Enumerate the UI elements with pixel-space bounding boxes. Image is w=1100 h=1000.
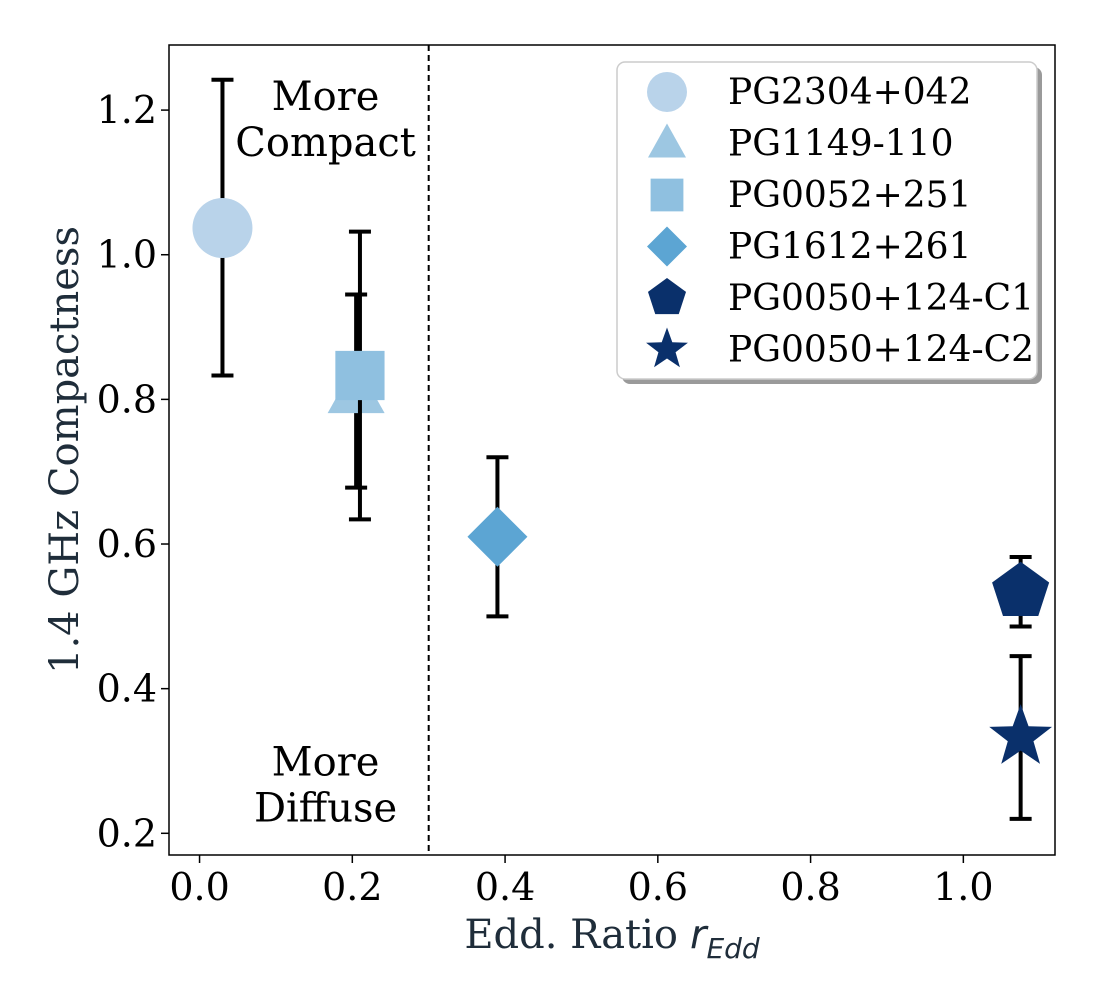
legend-box <box>616 61 1038 380</box>
legend-marker-pentagon <box>647 278 687 315</box>
data-point-pentagon <box>992 561 1050 617</box>
annotation-text: More Diffuse <box>254 739 397 831</box>
legend-label: PG0052+251 <box>728 175 971 216</box>
y-tick-label: 0.6 <box>97 522 157 566</box>
x-tick-label: 0.8 <box>780 865 840 909</box>
legend-marker-star <box>646 327 688 368</box>
series-PG0052+251 <box>335 229 385 522</box>
series-PG0050+124-C1 <box>992 555 1050 629</box>
y-axis-ticks: 0.2 0.4 0.6 0.8 1.0 1.2 <box>97 88 169 855</box>
series-PG2304+042 <box>192 77 253 378</box>
legend-label: PG1612+261 <box>728 227 971 268</box>
legend-label: PG1149-110 <box>728 124 953 165</box>
legend-label: PG2304+042 <box>728 72 971 113</box>
legend: PG2304+042 PG1149-110 PG0052+251 PG1612+261… <box>616 61 1042 384</box>
data-point-star <box>989 704 1053 764</box>
x-tick-label: 0.4 <box>475 865 535 909</box>
x-axis-ticks: 0.0 0.2 0.4 0.6 0.8 1.0 <box>169 855 994 909</box>
y-tick-label: 0.2 <box>97 811 157 855</box>
annotations: More Compact More Diffuse <box>235 74 416 831</box>
y-tick-label: 1.0 <box>97 233 157 277</box>
legend-marker-circle <box>647 72 687 112</box>
x-axis-label: Edd. Ratio rEdd <box>464 912 760 965</box>
y-tick-label: 0.8 <box>97 377 157 421</box>
data-point-diamond <box>467 506 528 567</box>
annotation-text: More Compact <box>235 74 416 166</box>
plot-frame <box>168 44 1056 856</box>
x-tick-label: 0.0 <box>169 865 229 909</box>
y-tick-label: 0.4 <box>97 667 157 711</box>
legend-items: PG2304+042 PG1149-110 PG0052+251 PG1612+261… <box>646 72 1034 371</box>
series-PG1612+261 <box>467 455 528 619</box>
x-tick-label: 0.6 <box>628 865 688 909</box>
legend-marker-triangle <box>648 123 686 158</box>
y-axis-label: 1.4 GHz Compactness <box>42 226 88 674</box>
x-tick-label: 0.2 <box>322 865 382 909</box>
data-point-circle <box>192 197 253 258</box>
legend-label: PG0050+124-C1 <box>728 278 1034 319</box>
data-point-square <box>335 350 385 401</box>
legend-marker-diamond <box>647 226 687 267</box>
series-PG0050+124-C2 <box>989 654 1053 821</box>
y-tick-label: 1.2 <box>97 88 157 132</box>
x-tick-label: 1.0 <box>933 865 993 909</box>
legend-marker-square <box>650 178 684 212</box>
data-points <box>192 77 1053 821</box>
legend-label: PG0050+124-C2 <box>728 330 1034 371</box>
